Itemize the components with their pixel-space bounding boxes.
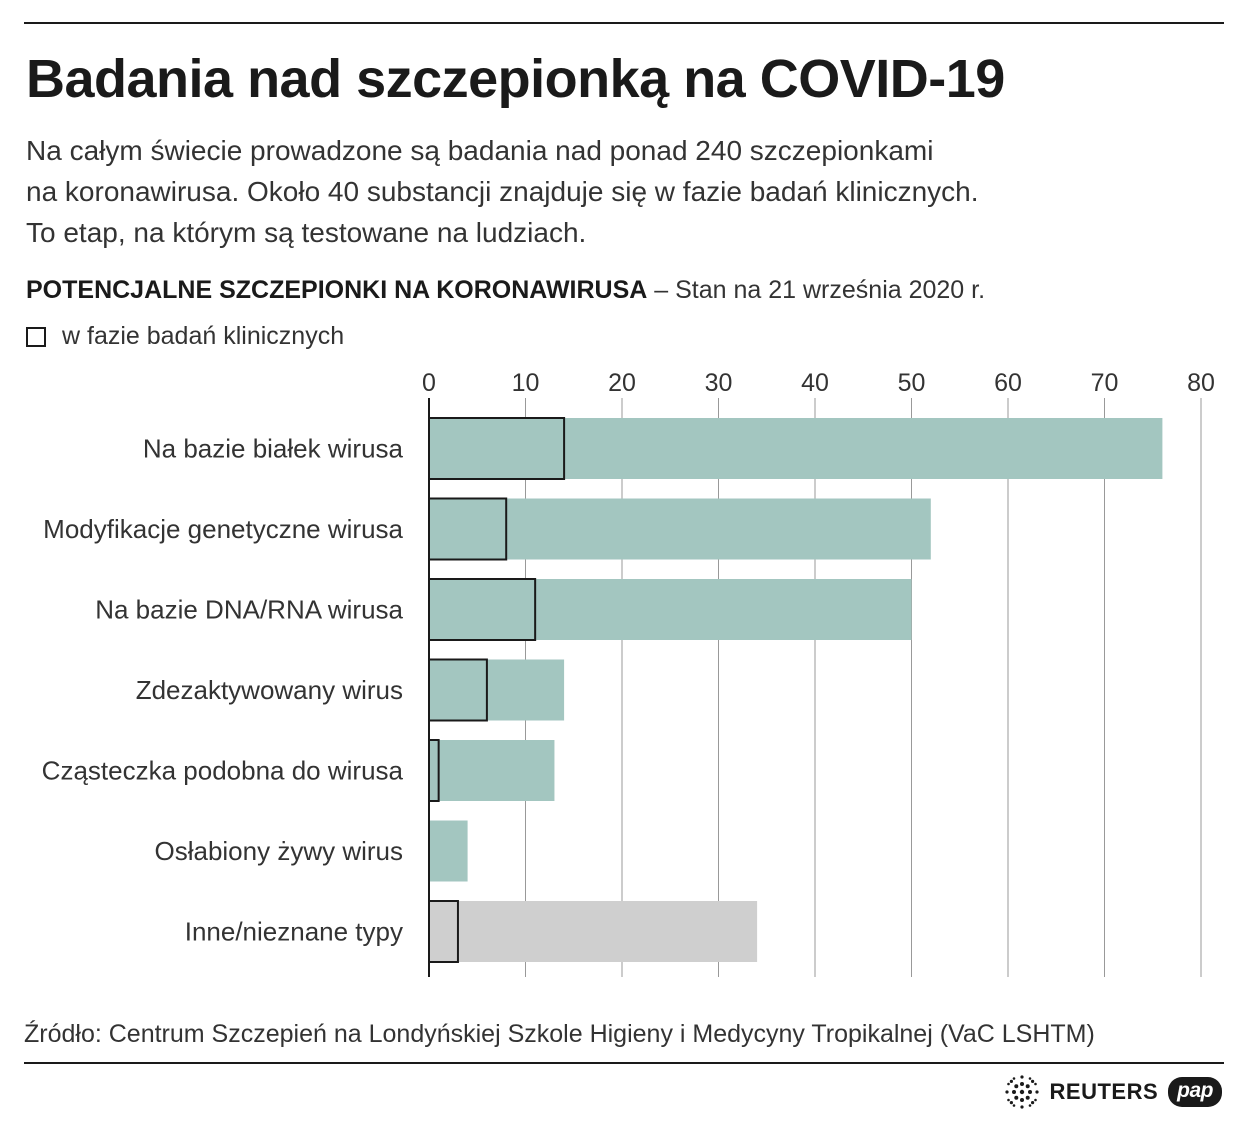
bottom-rule [24,1062,1224,1064]
bar-total [429,740,554,801]
bar-total [429,821,468,882]
chart-heading-date: – Stan na 21 września 2020 r. [647,276,985,304]
legend-label: w fazie badań klinicznych [62,322,344,351]
x-tick-label: 10 [512,369,540,397]
x-tick-label: 60 [994,369,1022,397]
x-tick-label: 50 [898,369,926,397]
category-label: Cząsteczka podobna do wirusa [42,756,404,786]
reuters-dots-icon [1004,1074,1040,1110]
intro-line-3: To etap, na którym są testowane na ludzi… [26,212,1216,253]
bar-total [429,579,912,640]
legend-swatch-icon [26,327,46,347]
x-tick-label: 30 [705,369,733,397]
page-title: Badania nad szczepionką na COVID-19 [26,48,1005,110]
x-tick-label: 80 [1187,369,1215,397]
source-note: Źródło: Centrum Szczepień na Londyńskiej… [24,1020,1095,1049]
bar-total [429,418,1162,479]
category-label: Inne/nieznane typy [185,917,403,947]
bar-total [429,901,757,962]
x-tick-label: 0 [422,369,436,397]
bar-total [429,499,931,560]
chart-heading-bold: POTENCJALNE SZCZEPIONKI NA KORONAWIRUSA [26,276,647,304]
reuters-logo: REUTERS [1050,1079,1159,1105]
intro-text: Na całym świecie prowadzone są badania n… [26,130,1216,253]
category-label: Na bazie DNA/RNA wirusa [95,595,403,625]
legend: w fazie badań klinicznych [26,322,344,351]
x-tick-label: 70 [1091,369,1119,397]
logos: REUTERS pap [1004,1074,1222,1110]
bar-total [429,660,564,721]
category-label: Zdezaktywowany wirus [136,675,403,705]
category-label: Modyfikacje genetyczne wirusa [43,514,403,544]
x-tick-label: 40 [801,369,829,397]
intro-line-1: Na całym świecie prowadzone są badania n… [26,130,1216,171]
pap-logo: pap [1168,1077,1222,1107]
x-tick-label: 20 [608,369,636,397]
category-label: Osłabiony żywy wirus [154,836,403,866]
bar-chart: 0 10 20 30 40 50 60 70 80 Na bazie białek wirusa M… [0,360,1250,990]
category-label: Na bazie białek wirusa [143,434,404,464]
chart-heading: POTENCJALNE SZCZEPIONKI NA KORONAWIRUSA … [26,276,985,305]
intro-line-2: na koronawirusa. Około 40 substancji zna… [26,171,1216,212]
top-rule [24,22,1224,24]
